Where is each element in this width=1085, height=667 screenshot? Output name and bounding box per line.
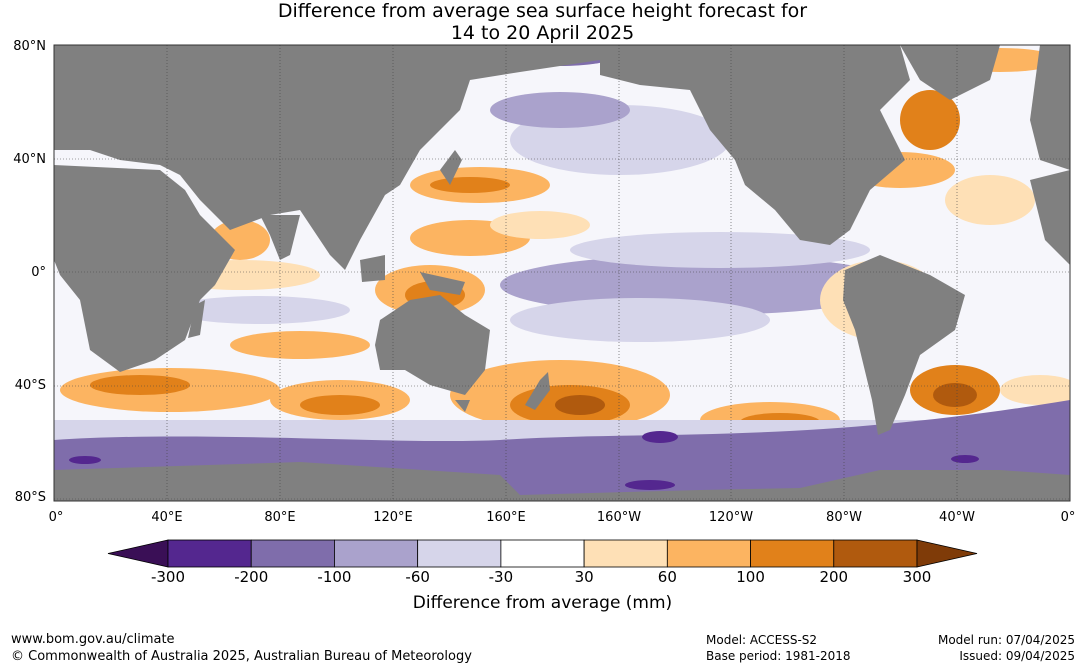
land-madagascar — [188, 300, 205, 338]
lon-label-40e: 40°E — [151, 510, 183, 525]
sea-height-map — [53, 44, 1071, 502]
lon-label-80e: 80°E — [264, 510, 296, 525]
colorbar-tick-label: -200 — [234, 568, 269, 586]
footer-model-info: Model: ACCESS-S2 Base period: 1981-2018 — [706, 632, 851, 664]
footer-dates: Model run: 07/04/2025 Issued: 09/04/2025 — [938, 632, 1075, 664]
colorbar-arrow-high — [916, 539, 978, 568]
lat-label-40s: 40°S — [14, 378, 46, 393]
colorbar-segment — [334, 539, 419, 568]
colorbar-tick-label: -60 — [405, 568, 430, 586]
colorbar-segment — [500, 539, 585, 568]
colorbar — [107, 539, 978, 568]
colorbar-segment — [583, 539, 668, 568]
colorbar-tick-label: 300 — [902, 568, 932, 586]
title-line-2: 14 to 20 April 2025 — [450, 22, 635, 44]
base-period: Base period: 1981-2018 — [706, 649, 851, 663]
graticule — [54, 45, 1070, 501]
land-africa — [54, 165, 235, 372]
land-se-asia — [320, 210, 360, 270]
colorbar-title: Difference from average (mm) — [412, 593, 673, 613]
copyright-text: © Commonwealth of Australia 2025, Austra… — [11, 649, 472, 664]
colorbar-tick-label: 30 — [574, 568, 594, 586]
colorbar-tick-label: 200 — [819, 568, 849, 586]
land-africa-west — [1030, 170, 1070, 265]
model-run-date: Model run: 07/04/2025 — [937, 633, 1075, 647]
lon-label-160w: 160°W — [596, 510, 642, 525]
lat-label-40n: 40°N — [13, 152, 46, 167]
lon-label-120w: 120°W — [708, 510, 754, 525]
land-new-guinea — [420, 272, 465, 295]
land-new-zealand — [525, 372, 550, 410]
issued-date: Issued: 09/04/2025 — [959, 649, 1075, 663]
land-greenland — [900, 45, 1000, 100]
lon-label-160e: 160°E — [486, 510, 526, 525]
land-south-america — [843, 255, 965, 435]
lon-label-80w: 80°W — [826, 510, 862, 525]
colorbar-segment — [250, 539, 335, 568]
land-antarctica — [54, 462, 1070, 501]
map-frame — [53, 44, 1071, 502]
colorbar-segment — [750, 539, 835, 568]
lon-label-0-east: 0° — [1060, 510, 1076, 525]
colorbar-segment — [417, 539, 502, 568]
colorbar-segment — [167, 539, 252, 568]
lat-label-0: 0° — [31, 265, 46, 280]
map-title: Difference from average sea surface heig… — [0, 0, 1085, 44]
land-north-america — [600, 45, 910, 245]
colorbar-tick-label: 100 — [736, 568, 765, 586]
colorbar-tick-label: -30 — [488, 568, 514, 586]
lon-label-120e: 120°E — [373, 510, 413, 525]
land-borneo — [360, 255, 385, 282]
land-europe — [1030, 45, 1070, 170]
colorbar-segment — [833, 539, 918, 568]
land-tasmania — [455, 400, 470, 412]
land-australia — [375, 295, 490, 395]
colorbar-tick-label: -100 — [317, 568, 352, 586]
model-name: Model: ACCESS-S2 — [706, 633, 818, 647]
colorbar-arrow-low — [107, 539, 169, 568]
title-line-1: Difference from average sea surface heig… — [277, 0, 808, 22]
colorbar-segment — [666, 539, 751, 568]
lat-label-80s: 80°S — [14, 490, 46, 505]
lon-label-0-west: 0° — [48, 510, 64, 525]
land-eurasia — [54, 45, 600, 255]
colorbar-tick-label: 60 — [657, 568, 677, 586]
website-link[interactable]: www.bom.gov.au/climate — [11, 632, 175, 647]
lat-label-80n: 80°N — [13, 39, 46, 54]
land-masses — [54, 45, 1070, 501]
footer-left: www.bom.gov.au/climate © Commonwealth of… — [11, 631, 472, 665]
lon-label-40w: 40°W — [939, 510, 975, 525]
colorbar-tick-label: -300 — [150, 568, 186, 586]
